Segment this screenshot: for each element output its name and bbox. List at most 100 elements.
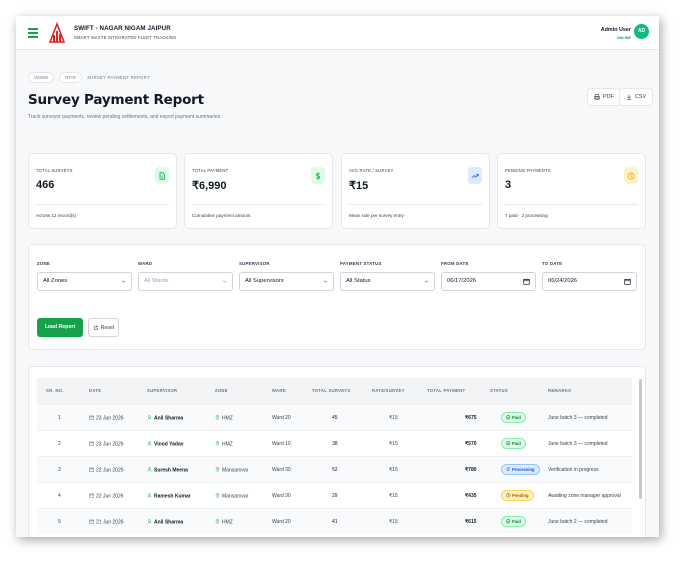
cell-sr: 4 <box>58 493 61 499</box>
supervisor-label: SUPERVISOR <box>239 261 270 266</box>
export-csv-button[interactable]: CSV <box>619 88 654 106</box>
status-text: Paid <box>512 519 521 524</box>
export-csv-label: CSV <box>635 94 647 100</box>
cell-sr: 5 <box>58 519 61 525</box>
cell-surveys: 38 <box>332 441 338 447</box>
map-pin-icon <box>215 519 220 524</box>
reset-label: Reset <box>100 324 115 331</box>
calendar-icon <box>89 415 94 420</box>
table-row[interactable]: 2 23 Jun 2026 Vinod Yadav HMZ Ward 10 38 ₹15 ₹5… <box>37 430 632 456</box>
to-date-label: TO DATE <box>542 261 563 266</box>
cell-text: 4 <box>58 493 61 499</box>
table-row[interactable]: 5 21 Jun 2026 Anil Sharma HMZ Ward 20 41 ₹15 ₹6… <box>37 508 632 534</box>
stat-note: Mean rate per survey entry <box>349 213 404 218</box>
cell-text: 23 Jun 2026 <box>96 441 124 448</box>
cell-ward: Ward 20 <box>272 519 291 525</box>
divider <box>36 204 169 205</box>
chevron-down-icon <box>424 280 429 283</box>
breadcrumb-item-vemw[interactable]: VEMW <box>28 72 55 83</box>
zone-select[interactable]: All Zones <box>37 272 132 291</box>
stat-value: 466 <box>36 179 55 191</box>
cell-sr: 3 <box>58 467 61 473</box>
cell-zone: HMZ <box>215 415 233 422</box>
payment-status-select[interactable]: All Status <box>340 272 435 291</box>
status-badge: Pending <box>501 490 534 501</box>
divider <box>349 204 482 205</box>
status-badge: Processing <box>501 464 540 475</box>
cell-text: Vinod Yadav <box>154 441 184 448</box>
breadcrumb-item-rfid[interactable]: RFID <box>59 72 83 83</box>
status-text: Pending <box>512 493 529 498</box>
cell-ward: Ward 30 <box>272 493 291 499</box>
cell-surveys: 29 <box>332 493 338 499</box>
map-pin-icon <box>215 493 220 498</box>
chevron-down-icon <box>222 280 227 283</box>
cell-sr: 1 <box>58 415 61 421</box>
zone-select-value: All Zones <box>43 278 68 284</box>
cell-text: ₹570 <box>465 441 477 447</box>
cell-zone: Mansarovar <box>215 493 248 500</box>
avatar[interactable]: AD <box>634 24 649 39</box>
cell-text: ₹435 <box>465 493 477 499</box>
stat-label: PENDING PAYMENTS <box>505 168 551 173</box>
cell-zone: Mansarovar <box>215 467 248 474</box>
stat-value: ₹15 <box>349 180 369 192</box>
cell-remarks: June batch 3 — completed <box>548 415 607 421</box>
table-row[interactable]: 3 22 Jun 2026 Suresh Meena Mansarovar Ward 3… <box>37 456 632 482</box>
menu-icon[interactable] <box>28 28 38 38</box>
cell-text: ₹780 <box>465 467 477 473</box>
stat-value: ₹6,990 <box>192 180 227 192</box>
cell-text: Verification in progress <box>548 467 599 473</box>
calendar-icon[interactable] <box>624 278 631 285</box>
export-pdf-button[interactable]: PDF <box>587 88 621 106</box>
to-date-input[interactable]: 06/24/2026 <box>542 272 637 291</box>
map-pin-icon <box>215 415 220 420</box>
user-status: ONLINE <box>616 36 631 40</box>
column-status: STATUS <box>490 388 508 393</box>
cell-text: ₹15 <box>389 415 398 421</box>
cell-text: ₹675 <box>465 415 477 421</box>
cell-surveys: 45 <box>332 415 338 421</box>
app-window: SWIFT - NAGAR NIGAM JAIPUR SMART WASTE I… <box>16 16 659 537</box>
stat-label: TOTAL PAYMENT <box>192 168 229 173</box>
supervisor-select[interactable]: All Supervisors <box>239 272 334 291</box>
status-icon <box>506 415 511 420</box>
brand-title: SWIFT - NAGAR NIGAM JAIPUR <box>74 25 171 32</box>
status-icon <box>506 441 511 446</box>
calendar-icon <box>89 519 94 524</box>
cell-rate: ₹15 <box>389 467 398 473</box>
column-total-surveys: TOTAL SURVEYS <box>312 388 351 393</box>
cell-text: 38 <box>332 441 338 447</box>
cell-remarks: Awaiting zone manager approval <box>548 493 621 499</box>
cell-text: 22 Jun 2026 <box>96 467 124 474</box>
brand-subtitle: SMART WASTE INTEGRATED FLEET TRACKING <box>74 35 177 40</box>
zone-label: ZONE <box>37 261 50 266</box>
document-icon <box>155 167 169 184</box>
cell-text: HMZ <box>222 519 233 526</box>
stat-card-pending-payments: PENDING PAYMENTS 3 7 paid · 2 processing <box>497 153 646 229</box>
stat-label: TOTAL SURVEYS <box>36 168 73 173</box>
cell-text: Anil Sharma <box>154 415 184 422</box>
stat-note: Cumulative payment amount <box>192 213 251 218</box>
reset-button[interactable]: Reset <box>88 318 119 337</box>
trending-up-icon <box>468 167 482 184</box>
cell-text: 23 Jun 2026 <box>96 415 124 422</box>
ward-label: WARD <box>138 261 153 266</box>
status-badge: Paid <box>501 438 526 449</box>
from-date-input[interactable]: 06/17/2026 <box>441 272 536 291</box>
divider <box>505 204 638 205</box>
cell-text: 22 Jun 2026 <box>96 493 124 500</box>
cell-payment: ₹780 <box>465 467 477 473</box>
column-zone: ZONE <box>215 388 228 393</box>
load-report-button[interactable]: Load Report <box>37 318 83 337</box>
stat-value: 3 <box>505 179 512 191</box>
table-row[interactable]: 1 23 Jun 2026 Anil Sharma HMZ Ward 20 45 ₹15 ₹6… <box>37 404 632 430</box>
ward-select[interactable]: All Wards <box>138 272 233 291</box>
table-row[interactable]: 4 22 Jun 2026 Ramesh Kumar Mansarovar Ward 3… <box>37 482 632 508</box>
calendar-icon[interactable] <box>523 278 530 285</box>
column-supervisor: SUPERVISOR <box>147 388 178 393</box>
table-header: SR. NO. DATE SUPERVISOR ZONE WARD TOTAL … <box>37 378 632 404</box>
stat-card-total-surveys: TOTAL SURVEYS 466 Across 12 record(s) <box>28 153 177 229</box>
scrollbar[interactable] <box>639 379 642 499</box>
user-icon <box>147 441 152 446</box>
